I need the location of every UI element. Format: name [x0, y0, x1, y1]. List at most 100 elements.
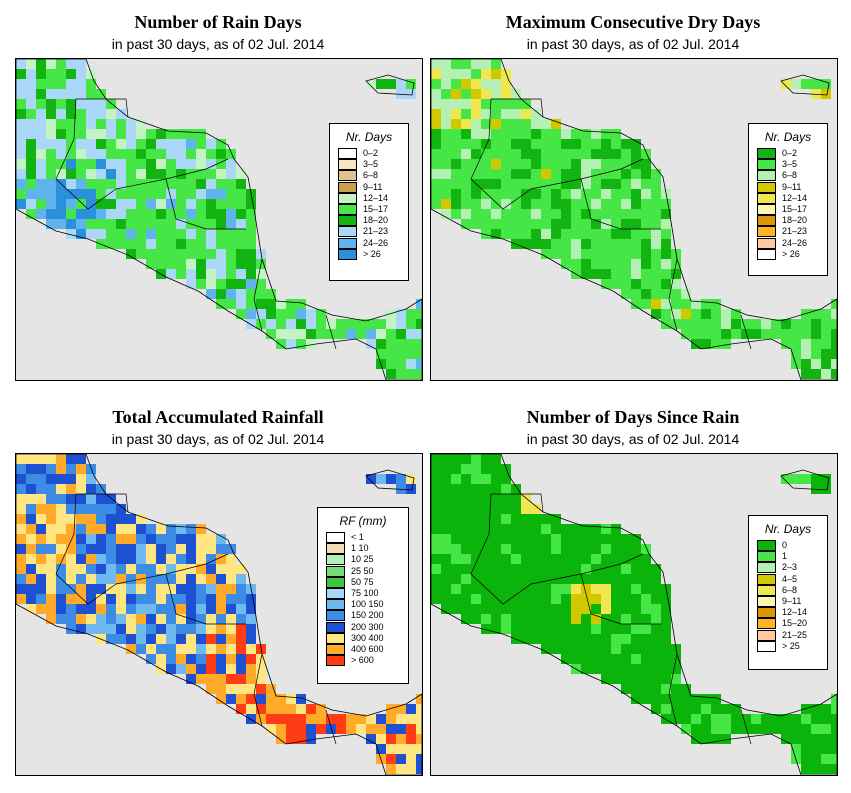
legend-item: 6–8	[757, 584, 819, 596]
panel-title: Number of Rain Days	[134, 12, 302, 32]
legend-title: Nr. Days	[764, 130, 812, 144]
panel-days-since-rain: Number of Days Since Rain in past 30 day…	[427, 395, 839, 785]
panel-subtitle: in past 30 days, as of 02 Jul. 2014	[111, 36, 325, 52]
map-graphic	[431, 59, 837, 380]
legend-label: 4–5	[782, 573, 798, 584]
legend-swatch	[338, 170, 357, 182]
legend-item: 6–8	[338, 170, 400, 182]
legend-rows: 0–2 3–5 6–8 9–11 12–14 15–17 18–20 21–23 24–26 > …	[757, 148, 819, 260]
legend-item: 9–11	[757, 181, 819, 193]
legend-label: 75 100	[351, 588, 379, 599]
legend-item: > 25	[757, 640, 819, 652]
legend-item: < 1	[326, 532, 400, 544]
legend-swatch	[338, 226, 357, 238]
legend-item: 21–23	[757, 226, 819, 238]
legend-item: 150 200	[326, 610, 400, 622]
legend-swatch	[326, 554, 345, 566]
legend-item: 24–26	[757, 237, 819, 249]
legend-label: 12–14	[782, 192, 808, 203]
legend-item: 21–23	[338, 226, 400, 238]
legend-swatch	[757, 215, 776, 227]
legend-swatch	[757, 551, 776, 563]
legend-item: 18–20	[338, 215, 400, 227]
legend-swatch	[757, 170, 776, 182]
legend-item: 24–26	[338, 237, 400, 249]
legend-item: 12–14	[338, 192, 400, 204]
legend-item: 0	[757, 540, 819, 552]
legend-label: 200 300	[351, 621, 384, 632]
legend-label: 6–8	[782, 170, 798, 181]
legend-item: 6–8	[757, 170, 819, 182]
legend-label: 3–5	[782, 159, 798, 170]
legend-swatch	[326, 610, 345, 622]
legend-label: 300 400	[351, 632, 384, 643]
legend-item: 15–20	[757, 618, 819, 630]
legend-swatch	[326, 621, 345, 633]
legend-item: 3–5	[757, 159, 819, 171]
legend-item: 300 400	[326, 632, 400, 644]
legend-swatch	[757, 248, 776, 260]
legend-swatch	[757, 562, 776, 574]
legend-swatch	[326, 565, 345, 577]
legend-label: 50 75	[351, 576, 374, 587]
legend-rows: 0 1 2–3 4–5 6–8 9–11 12–14 15–20 21–25 > 25	[757, 540, 819, 652]
legend-title: Nr. Days	[345, 130, 393, 144]
legend-label: 15–17	[782, 204, 808, 215]
legend-label: 15–20	[782, 618, 808, 629]
legend-label: 18–20	[782, 215, 808, 226]
legend-label: 3–5	[363, 159, 379, 170]
legend-item: 2–3	[757, 562, 819, 574]
legend-label: 21–23	[782, 226, 808, 237]
legend-label: 24–26	[363, 237, 389, 248]
legend: Nr. Days 0 1 2–3 4–5 6–8 9–11 12–14 15–20 21–25 >…	[748, 515, 828, 670]
legend-label: 12–14	[782, 607, 808, 618]
legend-label: 400 600	[351, 643, 384, 654]
legend-title: Nr. Days	[764, 522, 812, 536]
legend-item: > 26	[338, 248, 400, 260]
legend-label: 150 200	[351, 610, 384, 621]
legend-item: 18–20	[757, 215, 819, 227]
legend-item: 75 100	[326, 588, 400, 600]
legend-swatch	[326, 655, 345, 667]
legend-item: 12–14	[757, 192, 819, 204]
legend-swatch	[757, 584, 776, 596]
panel-rain-days: Number of Rain Days in past 30 days, as …	[12, 0, 424, 390]
legend-item: > 26	[757, 248, 819, 260]
legend-item: 25 50	[326, 565, 400, 577]
legend-swatch	[757, 607, 776, 619]
legend-swatch	[757, 181, 776, 193]
legend-swatch	[757, 226, 776, 238]
panel-subtitle: in past 30 days, as of 02 Jul. 2014	[111, 431, 325, 447]
legend-label: 0–2	[782, 148, 798, 159]
legend-label: > 26	[363, 248, 381, 259]
legend: Nr. Days 0–2 3–5 6–8 9–11 12–14 15–17 18–20 21–…	[748, 123, 828, 276]
legend-item: 100 150	[326, 599, 400, 611]
panel-max-dry-days: Maximum Consecutive Dry Days in past 30 …	[427, 0, 839, 390]
legend-label: 0	[782, 540, 788, 551]
legend-label: 6–8	[782, 584, 798, 595]
legend-label: 9–11	[782, 596, 802, 607]
legend-label: > 25	[782, 640, 800, 651]
legend-swatch	[338, 215, 357, 227]
legend-item: 12–14	[757, 607, 819, 619]
map-graphic	[16, 59, 422, 380]
legend-label: 9–11	[363, 181, 383, 192]
legend-swatch	[757, 629, 776, 641]
legend-label: 6–8	[363, 170, 379, 181]
legend-item: > 600	[326, 655, 400, 667]
legend-swatch	[338, 248, 357, 260]
panel-subtitle: in past 30 days, as of 02 Jul. 2014	[526, 36, 740, 52]
legend-label: > 600	[351, 655, 374, 666]
legend-label: 9–11	[782, 181, 802, 192]
legend-item: 1 10	[326, 543, 400, 555]
legend-swatch	[338, 148, 357, 160]
legend-swatch	[338, 159, 357, 171]
legend-label: 18–20	[363, 215, 389, 226]
legend-swatch	[757, 159, 776, 171]
legend-swatch	[757, 573, 776, 585]
legend-swatch	[757, 640, 776, 652]
panel-title: Number of Days Since Rain	[526, 407, 740, 427]
legend-swatch	[338, 204, 357, 216]
legend-item: 400 600	[326, 643, 400, 655]
